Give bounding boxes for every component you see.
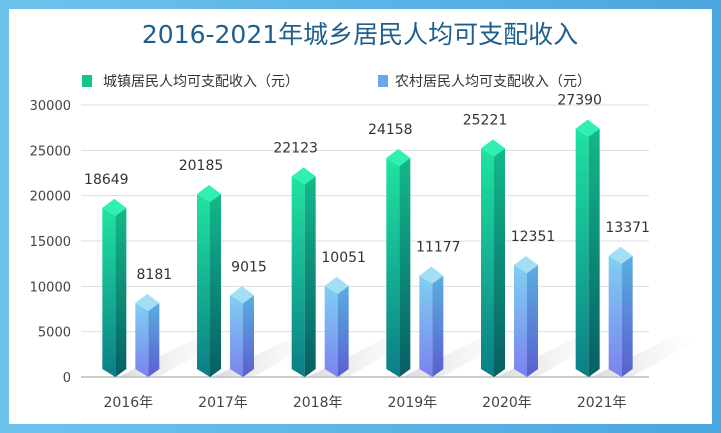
- bar-urban: [291, 167, 316, 377]
- bar-cap-urban: [197, 184, 221, 202]
- bar-cap-urban: [102, 198, 127, 216]
- chart-svg: 2016-2021年城乡居民人均可支配收入 城镇居民人均可支配收入（元） 农村居…: [30, 20, 702, 411]
- legend-swatch-rural: [378, 75, 388, 87]
- bar-side-urban: [304, 176, 316, 377]
- bar-rural: [419, 266, 444, 377]
- data-label-rural: 9015: [231, 259, 267, 275]
- bar-urban: [575, 119, 600, 377]
- data-label-rural: 11177: [416, 240, 461, 256]
- bar-front-rural: [514, 265, 527, 377]
- data-label-urban: 25221: [463, 112, 508, 128]
- y-tick-label: 15000: [30, 235, 71, 250]
- y-tick-label: 0: [63, 371, 71, 386]
- bar-front-urban: [291, 176, 305, 377]
- gridlines: [81, 104, 649, 333]
- x-tick-label: 2016年: [104, 395, 154, 411]
- bar-cap-rural: [324, 276, 349, 294]
- x-tick-label: 2018年: [293, 395, 343, 411]
- bar-side-urban: [115, 207, 127, 377]
- bar-front-urban: [575, 128, 589, 377]
- bar-side-rural: [621, 255, 633, 377]
- bar-cap-urban: [291, 167, 316, 185]
- data-label-urban: 24158: [368, 122, 413, 138]
- bar-side-rural: [337, 285, 349, 377]
- legend-label-urban: 城镇居民人均可支配收入（元）: [103, 74, 299, 90]
- data-labels: 18649 8181 20185 9015 22123 10051 24158 11177 25…: [84, 93, 650, 283]
- bar-side-rural: [527, 265, 538, 377]
- bar-front-urban: [197, 193, 210, 377]
- bar-front-urban: [386, 157, 400, 377]
- x-tick-label: 2021年: [577, 395, 627, 411]
- bar-cap-rural: [135, 293, 160, 311]
- bar-front-rural: [608, 255, 622, 377]
- x-tick-label: 2020年: [482, 395, 532, 411]
- bar-side-rural: [148, 302, 160, 377]
- data-label-urban: 20185: [179, 158, 224, 174]
- y-tick-label: 5000: [38, 326, 71, 341]
- bar-urban: [102, 198, 127, 377]
- bar-side-rural: [243, 295, 254, 377]
- bar-cap-rural: [419, 266, 444, 284]
- bar-cap-urban: [481, 139, 505, 157]
- bar-cap-rural: [230, 286, 254, 304]
- legend: 城镇居民人均可支配收入（元） 农村居民人均可支配收入（元）: [82, 74, 591, 90]
- bar-side-urban: [210, 193, 221, 377]
- chart-title: 2016-2021年城乡居民人均可支配收入: [142, 20, 578, 49]
- data-label-urban: 18649: [84, 172, 129, 188]
- bar-cap-urban: [386, 148, 411, 166]
- bar-urban: [197, 184, 221, 377]
- y-tick-label: 20000: [30, 190, 71, 205]
- bar-front-rural: [324, 285, 338, 377]
- bar-rural: [608, 246, 633, 377]
- x-tick-label: 2019年: [388, 395, 438, 411]
- y-tick-label: 25000: [30, 144, 71, 159]
- x-tick-label: 2017年: [198, 395, 248, 411]
- axes: 0 5000 10000 15000 20000 25000 30000 2016年 2017年…: [30, 99, 649, 411]
- bar-rural: [135, 293, 160, 377]
- bar-front-rural: [135, 302, 149, 377]
- bar-cap-urban: [575, 119, 600, 137]
- bar-side-urban: [588, 128, 600, 377]
- bar-shadow: [591, 337, 702, 377]
- data-label-rural: 12351: [511, 229, 556, 245]
- data-label-urban: 27390: [557, 93, 602, 109]
- y-tick-label: 30000: [30, 99, 71, 114]
- bar-urban: [386, 148, 411, 377]
- bar-side-urban: [494, 148, 505, 377]
- bar-front-rural: [230, 295, 243, 377]
- bar-side-urban: [399, 157, 411, 377]
- bar-urban: [481, 139, 505, 377]
- legend-swatch-urban: [82, 75, 92, 87]
- bar-rural: [514, 256, 538, 377]
- bar-front-urban: [481, 148, 494, 377]
- bar-rural: [230, 286, 254, 377]
- data-label-rural: 13371: [605, 220, 650, 236]
- chart-frame: 2016-2021年城乡居民人均可支配收入 城镇居民人均可支配收入（元） 农村居…: [9, 9, 712, 424]
- bar-front-urban: [102, 207, 116, 377]
- data-label-rural: 8181: [137, 267, 173, 283]
- data-label-rural: 10051: [321, 250, 366, 266]
- bar-front-rural: [419, 275, 433, 377]
- bar-side-rural: [432, 275, 444, 377]
- bar-cap-rural: [514, 256, 538, 274]
- bar-rural: [324, 276, 349, 377]
- y-tick-label: 10000: [30, 280, 71, 295]
- bar-cap-rural: [608, 246, 633, 264]
- data-label-urban: 22123: [273, 140, 318, 156]
- bars: [102, 119, 702, 377]
- legend-label-rural: 农村居民人均可支配收入（元）: [395, 74, 591, 90]
